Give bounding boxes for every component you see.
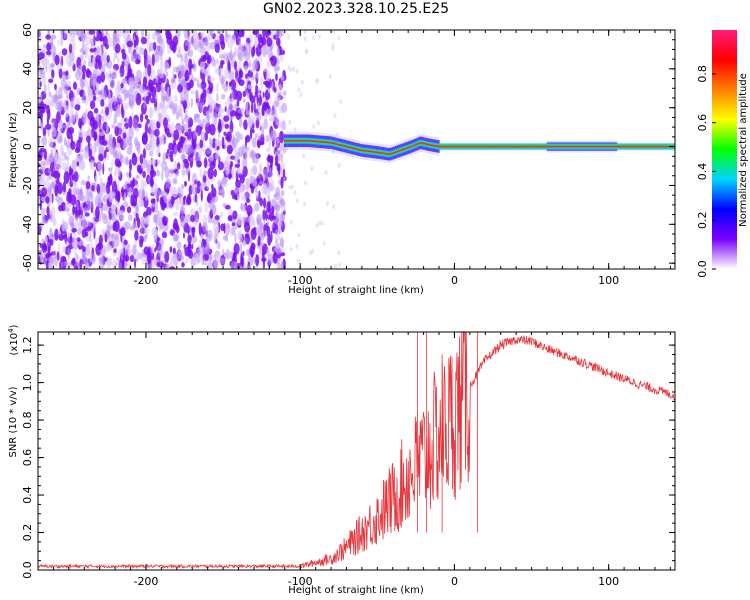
colorbar-axis: 0.0 0.2 0.4 0.6 0.8: [696, 65, 716, 278]
y-tick-label: 40: [21, 62, 34, 76]
y-tick-label: 60: [21, 23, 34, 37]
x-tick-label: 0: [451, 575, 458, 588]
y-tick-label: 0.2: [21, 524, 34, 542]
snr-plot-area: [38, 332, 675, 570]
x-tick-label: -200: [133, 274, 158, 287]
snr-series-line: [38, 332, 675, 570]
snr-x-axis: -200 -100 0 100: [52, 332, 671, 588]
colorbar: 0.0 0.2 0.4 0.6 0.8 Normalized spectral ampl…: [696, 30, 749, 278]
colorbar-tick-label: 0.2: [696, 211, 709, 229]
snr-y-label: SNR (10 * v/v): [8, 386, 19, 457]
y-tick-label: -60: [21, 254, 34, 272]
y-tick-label: 0.0: [21, 561, 34, 579]
spectrogram-x-label: Height of straight line (km): [288, 285, 424, 296]
snr-x-label: Height of straight line (km): [288, 585, 424, 596]
y-tick-label: -20: [21, 176, 34, 194]
x-tick-label: 100: [598, 274, 619, 287]
snr-y-axis: 0.0 0.2 0.4 0.6 0.8 1.0 1.2: [21, 336, 675, 579]
x-tick-label: -100: [288, 274, 313, 287]
spectrogram-y-label: Frequency (Hz): [8, 112, 19, 188]
colorbar-tick-label: 0.8: [696, 65, 709, 83]
colorbar-label: Normalized spectral amplitude: [738, 73, 749, 227]
colorbar-tick-label: 0.0: [696, 260, 709, 278]
spectrogram-frame: [37, 29, 676, 270]
snr-frame: [37, 331, 676, 571]
y-tick-label: -40: [21, 215, 34, 233]
y-tick-label: 1.2: [21, 336, 34, 354]
y-tick-label: 20: [21, 101, 34, 115]
colorbar-tick-label: 0.6: [696, 114, 709, 131]
spectrogram-y-axis: 60 40 20 0 -20 -40 -60: [21, 23, 675, 272]
x-tick-label: -100: [288, 575, 313, 588]
spectrogram-x-axis: -200 -100 0 100: [52, 30, 671, 287]
snr-panel: -200 -100 0 100 0.0 0.2 0.4 0.6 0.8 1.0 1.2 Heigh…: [7, 324, 676, 596]
figure-title: GN02.2023.328.10.25.E25: [262, 1, 450, 17]
snr-multiplier: (x104): [7, 324, 20, 355]
spectrogram-area: [38, 30, 675, 269]
y-tick-label: 0: [21, 143, 34, 150]
y-tick-label: 0.4: [21, 486, 34, 504]
y-tick-label: 0.8: [21, 411, 34, 429]
x-tick-label: 100: [598, 575, 619, 588]
y-tick-label: 0.6: [21, 449, 34, 467]
y-tick-label: 1.0: [21, 374, 34, 392]
colorbar-tick-label: 0.4: [696, 163, 709, 181]
x-tick-label: -200: [133, 575, 158, 588]
spectrogram-ridge: [283, 131, 675, 164]
spectrogram-panel: -200 -100 0 100 60 40 20 0 -20 -40 -60 Height of …: [8, 23, 676, 296]
x-tick-label: 0: [451, 274, 458, 287]
colorbar-gradient: [712, 30, 737, 269]
